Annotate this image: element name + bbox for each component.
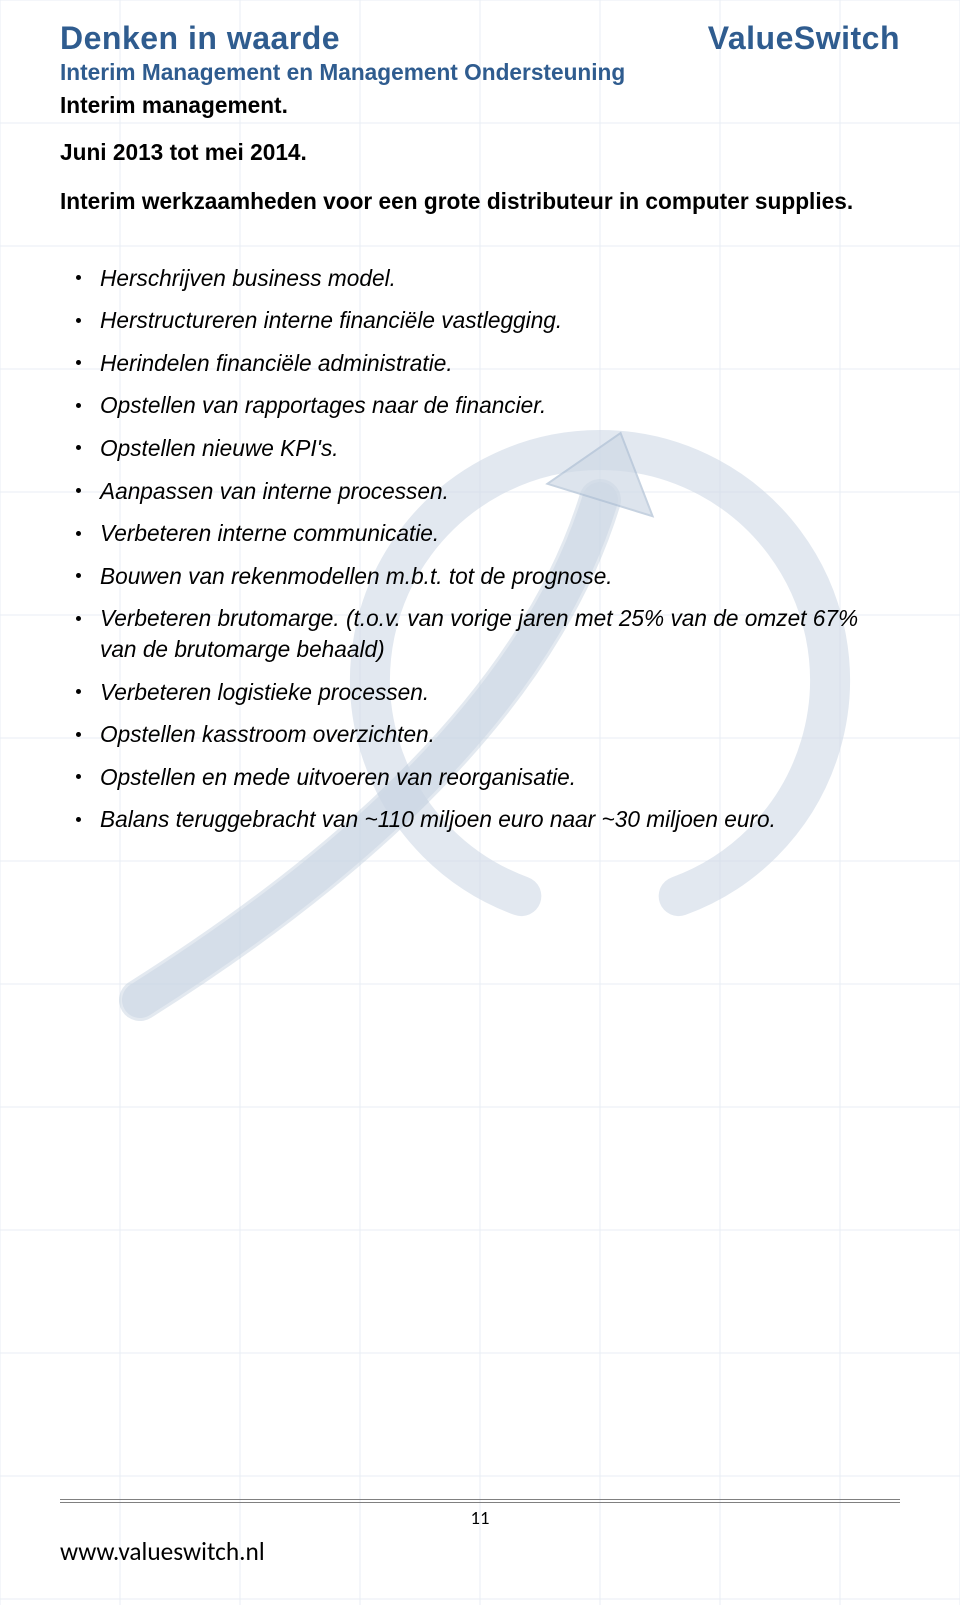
page-content: Denken in waarde ValueSwitch Interim Man… — [0, 0, 960, 1605]
list-item: Verbeteren logistieke processen. — [100, 677, 900, 708]
list-item: Opstellen nieuwe KPI's. — [100, 433, 900, 464]
list-item: Aanpassen van interne processen. — [100, 476, 900, 507]
header-subtitle: Interim Management en Management Onderst… — [60, 59, 900, 86]
page-number: 11 — [60, 1507, 900, 1530]
list-item: Herschrijven business model. — [100, 263, 900, 294]
page-footer: 11 www.valueswitch.nl — [60, 1499, 900, 1567]
section-title: Interim management. — [60, 92, 900, 119]
footer-rule — [60, 1499, 900, 1503]
bullet-list: Herschrijven business model. Herstructur… — [60, 263, 900, 835]
list-item: Bouwen van rekenmodellen m.b.t. tot de p… — [100, 561, 900, 592]
list-item: Verbeteren interne communicatie. — [100, 518, 900, 549]
list-item: Verbeteren brutomarge. (t.o.v. van vorig… — [100, 603, 900, 664]
list-item: Opstellen en mede uitvoeren van reorgani… — [100, 762, 900, 793]
brand-right: ValueSwitch — [708, 20, 900, 57]
list-item: Herindelen financiële administratie. — [100, 348, 900, 379]
list-item: Opstellen van rapportages naar de financ… — [100, 390, 900, 421]
list-item: Opstellen kasstroom overzichten. — [100, 719, 900, 750]
list-item: Herstructureren interne financiële vastl… — [100, 305, 900, 336]
intro-paragraph: Interim werkzaamheden voor een grote dis… — [60, 186, 900, 217]
footer-url: www.valueswitch.nl — [60, 1536, 900, 1567]
brand-left: Denken in waarde — [60, 20, 340, 57]
list-item: Balans teruggebracht van ~110 miljoen eu… — [100, 804, 900, 835]
date-range: Juni 2013 tot mei 2014. — [60, 139, 900, 166]
header: Denken in waarde ValueSwitch — [60, 20, 900, 57]
